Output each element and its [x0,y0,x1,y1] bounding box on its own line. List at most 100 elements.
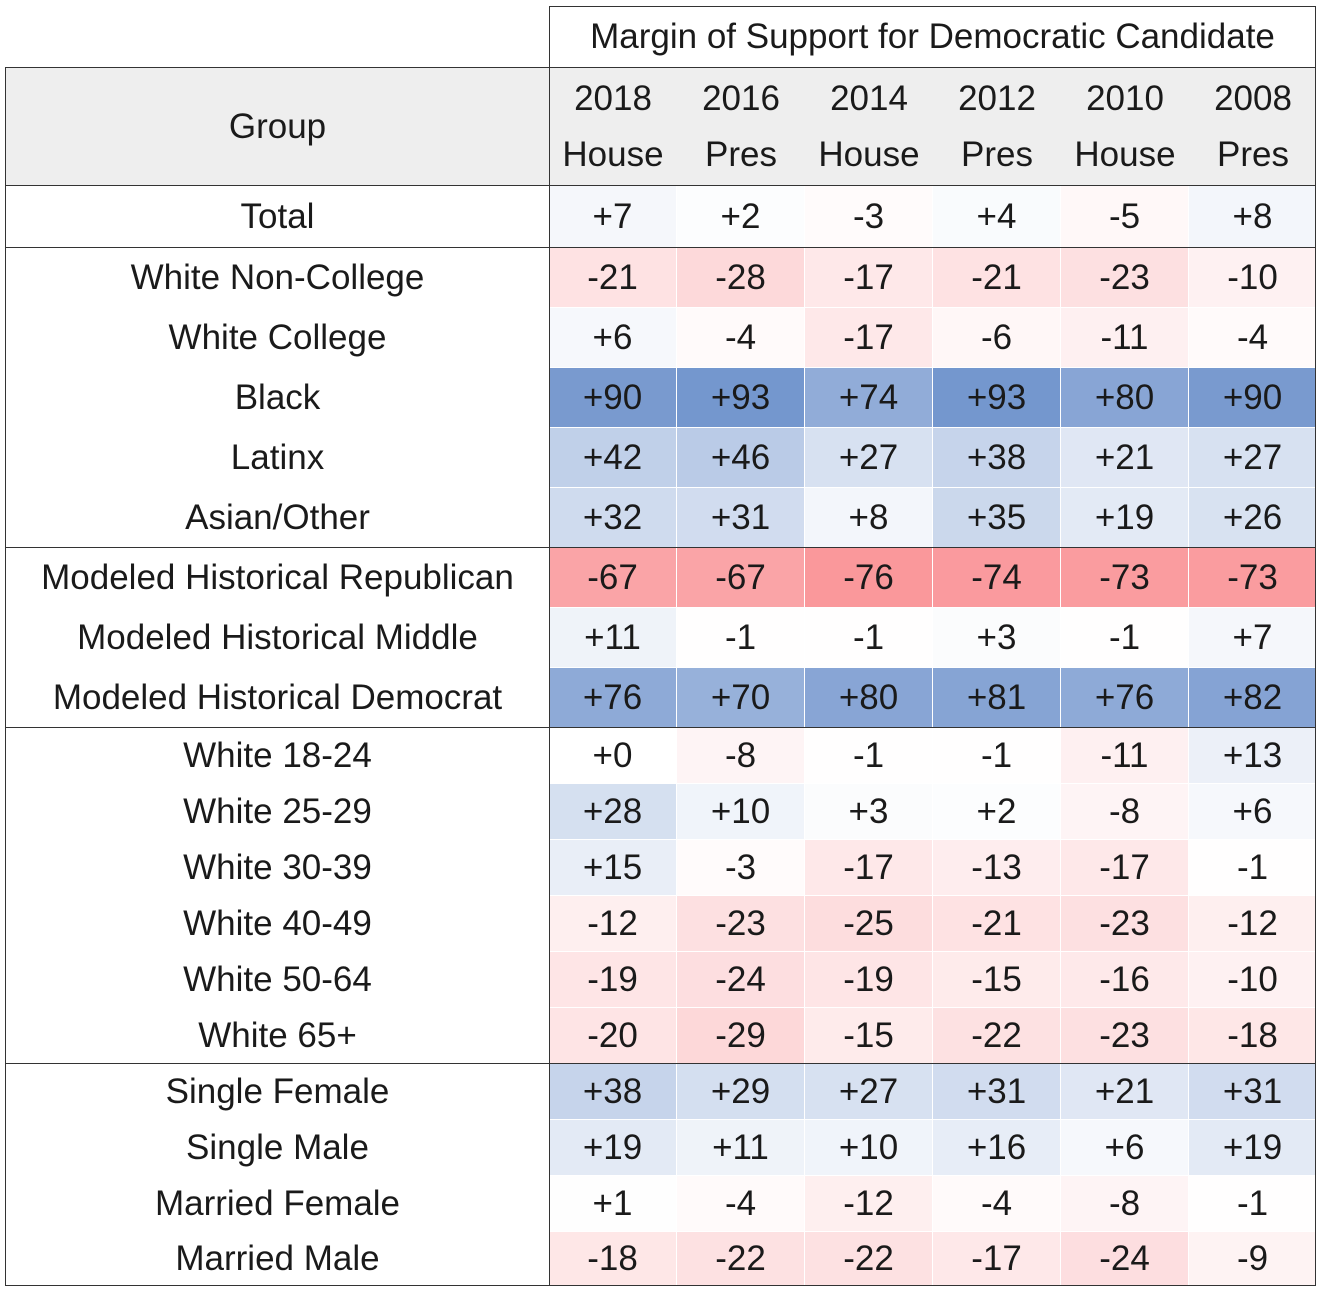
value-cell: +6 [549,308,677,368]
value-cell: +8 [1189,186,1317,248]
value-cell: +28 [549,784,677,840]
row-label: Total [240,197,315,236]
value-cell: +27 [805,428,933,488]
row-label: White Non-College [130,258,425,297]
column-header: 2010 House [1061,68,1189,185]
column-header: 2018 House [549,68,677,185]
section-divider [5,727,1316,728]
value-cell: +82 [1189,668,1317,728]
value-cell: -23 [1061,1008,1189,1064]
value-cell: +29 [677,1064,805,1120]
row-label: Latinx [230,438,325,477]
value-cell: +90 [1189,368,1317,428]
value-cell: +38 [933,428,1061,488]
row-label: Modeled Historical Democrat [52,678,503,717]
value-cell: +74 [805,368,933,428]
column-header-year: 2012 [958,78,1036,118]
column-header: 2012 Pres [933,68,1061,185]
value-cell: -22 [805,1232,933,1286]
value-cell: -23 [677,896,805,952]
value-cell: -17 [933,1232,1061,1286]
value-cell: -11 [1061,308,1189,368]
value-cell: +3 [805,784,933,840]
value-cell: -6 [933,308,1061,368]
row-label: Asian/Other [185,498,370,537]
value-cell: -17 [805,308,933,368]
value-cell: -73 [1189,548,1317,608]
value-cell: -15 [933,952,1061,1008]
value-cell: -12 [805,1176,933,1232]
value-cell: -18 [1189,1008,1317,1064]
column-header-type: House [562,134,664,174]
value-cell: +19 [1189,1120,1317,1176]
value-cell: +90 [549,368,677,428]
value-cell: -17 [805,248,933,308]
group-column-header: Group [228,106,327,146]
value-cell: -4 [933,1176,1061,1232]
value-cell: +11 [677,1120,805,1176]
value-cell: -16 [1061,952,1189,1008]
value-cell: +31 [933,1064,1061,1120]
value-cell: +21 [1061,1064,1189,1120]
value-cell: -8 [1061,784,1189,840]
column-header-type: Pres [961,134,1033,174]
value-cell: -24 [1061,1232,1189,1286]
row-label: White 25-29 [183,792,372,831]
table-left-border [5,67,6,1286]
value-cell: -5 [1061,186,1189,248]
value-cell: +76 [1061,668,1189,728]
value-cell: +7 [1189,608,1317,668]
value-cell: +81 [933,668,1061,728]
value-cell: +27 [1189,428,1317,488]
value-cell: -8 [1061,1176,1189,1232]
value-cell: -1 [1189,840,1317,896]
column-header-type: Pres [1217,134,1289,174]
value-cell: -21 [933,896,1061,952]
column-header: 2016 Pres [677,68,805,185]
value-cell: +31 [677,488,805,548]
value-cell: -23 [1061,896,1189,952]
row-label: White 50-64 [183,960,372,999]
column-header-year: 2010 [1086,78,1164,118]
row-label: Married Male [175,1239,380,1278]
value-cell: -1 [1189,1176,1317,1232]
value-cell: -1 [805,728,933,784]
value-cell: +2 [677,186,805,248]
value-cell: -73 [1061,548,1189,608]
value-cell: -17 [1061,840,1189,896]
row-label: White 65+ [198,1016,357,1055]
value-cell: -15 [805,1008,933,1064]
value-cell: -1 [805,608,933,668]
value-cell: -19 [549,952,677,1008]
value-cell: +27 [805,1064,933,1120]
value-cell: +11 [549,608,677,668]
value-cell: +1 [549,1176,677,1232]
group-column-divider [549,6,550,1286]
value-cell: +13 [1189,728,1317,784]
value-cell: -21 [549,248,677,308]
value-cell: +2 [933,784,1061,840]
header-band [5,67,1316,186]
value-cell: -9 [1189,1232,1317,1286]
value-cell: -21 [933,248,1061,308]
value-cell: +70 [677,668,805,728]
section-divider [5,185,1316,186]
value-cell: +15 [549,840,677,896]
value-cell: -1 [1061,608,1189,668]
value-cell: +10 [677,784,805,840]
value-cell: -4 [677,1176,805,1232]
value-cell: +8 [805,488,933,548]
row-label: White College [168,318,387,357]
value-cell: +10 [805,1120,933,1176]
value-cell: -3 [805,186,933,248]
value-cell: +93 [677,368,805,428]
value-cell: +80 [805,668,933,728]
value-cell: +3 [933,608,1061,668]
value-cell: -8 [677,728,805,784]
value-cell: +0 [549,728,677,784]
row-label: Married Female [154,1184,401,1223]
column-header-year: 2018 [574,78,652,118]
column-header: 2014 House [805,68,933,185]
value-cell: +19 [1061,488,1189,548]
section-divider [5,1063,1316,1064]
